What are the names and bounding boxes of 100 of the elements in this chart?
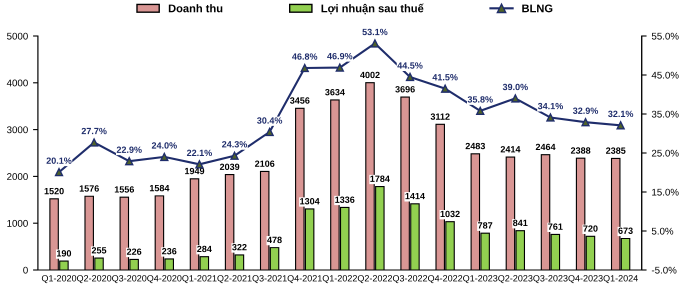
point xyxy=(476,106,484,116)
data-label: 2414 xyxy=(500,146,520,152)
data-label: 24.3% xyxy=(222,141,248,148)
data-label: 30.4% xyxy=(257,117,282,124)
point xyxy=(511,94,520,103)
y-tick-label: 1000 xyxy=(7,220,28,227)
x-tick-label: Q3-2022 xyxy=(392,275,428,284)
x-tick-label: Q4-2023 xyxy=(568,275,603,284)
y-tick-label: 0 xyxy=(23,266,28,274)
data-label: 236 xyxy=(162,248,176,254)
legend-label: BLNG xyxy=(522,4,552,12)
x-tick-label: Q4-2020 xyxy=(147,275,182,284)
data-label: 46.9% xyxy=(327,52,352,60)
data-label: 673 xyxy=(618,228,633,234)
data-label: 787 xyxy=(478,222,492,229)
x-tick-label: Q1-2020 xyxy=(42,275,76,284)
point xyxy=(230,152,239,160)
data-label: 1520 xyxy=(44,188,64,194)
y2-tick-label: 25.0% xyxy=(652,150,679,157)
data-label: 4002 xyxy=(360,72,380,78)
x-tick-label: Q1-2023 xyxy=(463,275,498,284)
point xyxy=(406,72,414,82)
x-tick-label: Q3-2020 xyxy=(112,275,146,284)
x-tick-label: Q1-2022 xyxy=(322,275,357,284)
point xyxy=(90,138,98,147)
data-label: 22.9% xyxy=(116,146,142,153)
x-tick-label: Q2-2021 xyxy=(217,275,252,284)
data-label: 720 xyxy=(583,225,598,232)
point xyxy=(125,157,134,166)
point xyxy=(300,64,309,72)
point xyxy=(546,113,555,122)
legend-label: Lợi nhuận sau thuế xyxy=(322,4,424,14)
point xyxy=(336,63,344,72)
data-label: 255 xyxy=(92,247,106,254)
y2-tick-label: -5.0% xyxy=(652,266,676,274)
data-label: 3634 xyxy=(325,88,345,96)
data-label: 761 xyxy=(548,223,563,230)
point xyxy=(160,152,168,162)
y2-tick-label: 35.0% xyxy=(652,110,679,118)
data-label: 34.1% xyxy=(538,102,563,110)
data-label: 2388 xyxy=(570,147,590,154)
y-tick-label: 3000 xyxy=(6,126,28,134)
data-label: 32.9% xyxy=(572,108,598,114)
y-tick-label: 4000 xyxy=(6,80,28,86)
y-tick-label: 2000 xyxy=(7,173,28,180)
data-label: 46.8% xyxy=(292,53,318,60)
data-label: 22.1% xyxy=(186,150,212,156)
data-label: 190 xyxy=(56,250,72,257)
data-label: 32.1% xyxy=(608,110,634,118)
point xyxy=(616,121,625,130)
data-label: 1032 xyxy=(440,210,460,218)
y-tick-label: 5000 xyxy=(6,32,28,40)
point xyxy=(54,168,64,176)
data-label: 841 xyxy=(513,220,528,226)
data-label: 2039 xyxy=(220,164,240,170)
data-label: 2464 xyxy=(536,144,556,150)
data-label: 1304 xyxy=(300,198,320,204)
data-label: 478 xyxy=(267,236,282,244)
y2-tick-label: 55.0% xyxy=(652,32,679,40)
data-label: 24.0% xyxy=(152,142,177,149)
data-label: 3456 xyxy=(290,97,310,104)
data-label: 1336 xyxy=(335,196,354,203)
data-label: 39.0% xyxy=(502,84,528,90)
y2-tick-label: 15.0% xyxy=(652,188,679,196)
y2-tick-label: 45.0% xyxy=(652,72,679,79)
x-tick-label: Q4-2022 xyxy=(428,275,462,284)
point xyxy=(370,39,380,48)
point xyxy=(581,118,590,126)
x-tick-label: Q2-2022 xyxy=(358,275,392,284)
data-label: 1414 xyxy=(405,192,425,200)
point xyxy=(440,84,450,93)
data-label: 2106 xyxy=(254,160,274,167)
data-label: 41.5% xyxy=(432,74,458,80)
data-label: 1949 xyxy=(185,168,204,174)
data-label: 53.1% xyxy=(362,28,388,36)
x-tick-label: Q2-2023 xyxy=(498,275,533,284)
data-label: 2483 xyxy=(466,142,486,150)
data-label: 1556 xyxy=(114,186,134,193)
data-label: 35.8% xyxy=(468,96,493,103)
y2-tick-label: 5.0% xyxy=(652,228,674,235)
x-tick-label: Q3-2023 xyxy=(533,275,568,284)
data-label: 27.7% xyxy=(82,128,107,134)
x-tick-label: Q1-2021 xyxy=(182,275,217,284)
x-tick-label: Q4-2021 xyxy=(288,275,322,284)
data-label: 20.1% xyxy=(46,157,72,164)
point xyxy=(265,128,274,136)
data-label: 44.5% xyxy=(397,62,423,69)
data-label: 3112 xyxy=(430,113,450,120)
data-label: 3696 xyxy=(395,86,415,92)
data-label: 1784 xyxy=(370,176,390,182)
data-label: 322 xyxy=(232,244,247,250)
data-label: 2385 xyxy=(606,147,626,154)
x-tick-label: Q1-2024 xyxy=(604,275,638,284)
legend-label: Doanh thu xyxy=(168,4,222,12)
x-tick-label: Q3-2021 xyxy=(252,275,287,284)
data-label: 1584 xyxy=(150,184,170,192)
data-label: 226 xyxy=(126,248,142,255)
x-tick-label: Q2-2020 xyxy=(76,275,112,284)
data-label: 284 xyxy=(197,246,212,252)
data-label: 1576 xyxy=(80,185,99,192)
